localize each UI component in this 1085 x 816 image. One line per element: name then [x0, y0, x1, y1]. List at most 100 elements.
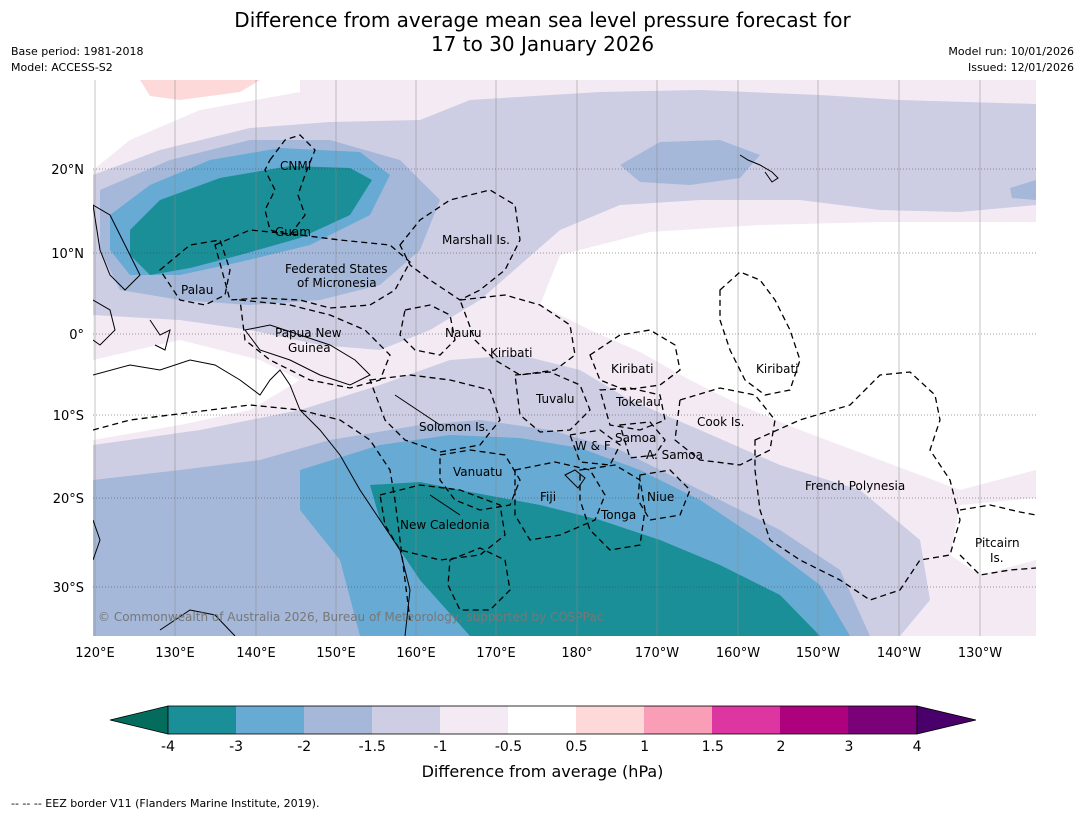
- solomon-coast: [394, 394, 441, 426]
- eez-tuvalu: [514, 371, 591, 433]
- label-png-line1: Papua New: [275, 326, 342, 340]
- eez-cook: [674, 387, 776, 466]
- colorbar-tick-label: 3: [845, 739, 854, 755]
- label-fiji: Fiji: [540, 490, 556, 504]
- longitude-label: 160°E: [396, 646, 436, 661]
- colorbar-tick-label: 4: [913, 739, 922, 755]
- latitude-label: 20°N: [51, 163, 84, 178]
- longitude-labels: 120°E 130°E 140°E 150°E 160°E 170°E 180° 170°W 1…: [75, 646, 1002, 661]
- anomaly-band-4-3-south: [370, 482, 820, 636]
- fiji-coast: [564, 469, 586, 489]
- longitude-label: 140°E: [236, 646, 276, 661]
- copyright-notice: © Commonwealth of Australia 2026, Bureau…: [98, 610, 603, 624]
- longitude-label: 180°: [561, 646, 592, 661]
- longitude-label: 150°W: [796, 646, 840, 661]
- label-wallis-futuna: W & F: [575, 439, 611, 453]
- eez-pitcairn: [959, 504, 1036, 576]
- eez-norfolk: [447, 547, 511, 611]
- issued-date: Issued: 12/01/2026: [967, 61, 1074, 74]
- colorbar-bin: [644, 706, 712, 734]
- latitude-label: 10°N: [51, 247, 84, 262]
- label-palau: Palau: [181, 283, 213, 297]
- model-name: Model: ACCESS-S2: [11, 61, 113, 74]
- colorbar-tick-labels: -4 -3 -2 -1.5 -1 -0.5 0.5 1 1.5 2 3 4: [161, 739, 922, 755]
- label-nauru: Nauru: [445, 326, 481, 340]
- coastlines: [93, 154, 779, 636]
- new-zealand-coast: [159, 609, 236, 636]
- label-kiribati-east: Kiribati: [756, 362, 798, 376]
- label-pitcairn-line2: Is.: [990, 551, 1004, 565]
- colorbar-bin: [304, 706, 372, 734]
- eez-wallis: [569, 429, 621, 466]
- label-tokelau: Tokelau: [615, 395, 661, 409]
- longitude-label: 140°W: [877, 646, 921, 661]
- colorbar-bin: [848, 706, 917, 734]
- colorbar-bin: [440, 706, 508, 734]
- hawaii-coast: [739, 154, 779, 183]
- borneo-coast: [93, 299, 116, 346]
- eez-cnmi: [264, 134, 316, 236]
- latitude-label: 30°S: [53, 581, 84, 596]
- latitude-label: 10°S: [53, 409, 84, 424]
- colorbar-tick-label: -1.5: [359, 739, 386, 755]
- eez-niue: [637, 469, 691, 521]
- base-period: Base period: 1981-2018: [11, 45, 144, 58]
- colorbar-tick-label: -3: [229, 739, 243, 755]
- colorbar-tick-label: 1.5: [702, 739, 724, 755]
- anomaly-band-2-15-east: [1010, 180, 1036, 200]
- anomaly-band-4-3-north: [130, 166, 372, 275]
- colorbar-bin: [508, 706, 576, 734]
- eez-png: [239, 299, 391, 389]
- eez-palau: [159, 239, 231, 306]
- eez-borders: [93, 134, 1036, 621]
- place-labels: CNMI Guam Marshall Is. Federated States …: [181, 159, 1020, 565]
- label-marshall: Marshall Is.: [442, 233, 510, 247]
- eez-australia: [93, 404, 411, 621]
- colorbar-tick-label: -0.5: [495, 739, 522, 755]
- sulawesi-coast: [149, 319, 171, 351]
- colorbar-extend-high: [916, 705, 977, 735]
- eez-vanuatu: [439, 449, 521, 511]
- colorbar-outline: [167, 705, 918, 735]
- colorbar-tick-label: -1: [433, 739, 447, 755]
- longitude-label: 130°E: [155, 646, 195, 661]
- anomaly-band-2-15-hawaii: [620, 140, 760, 185]
- label-kiribati-west: Kiribati: [490, 346, 532, 360]
- eez-tokelau: [599, 387, 666, 431]
- colorbar-bin: [372, 706, 440, 734]
- longitude-label: 130°W: [958, 646, 1002, 661]
- colorbar-tick-label: 0.5: [565, 739, 587, 755]
- longitude-label: 150°E: [316, 646, 356, 661]
- positive-anomaly-patch: [140, 80, 260, 100]
- eez-french-polynesia: [754, 371, 961, 601]
- model-run-date: Model run: 10/01/2026: [948, 45, 1074, 58]
- eez-marshall: [399, 189, 521, 301]
- colorbar-tick-label: 2: [776, 739, 785, 755]
- graticule: [93, 80, 1036, 636]
- label-niue: Niue: [647, 490, 674, 504]
- new-caledonia-coast: [429, 494, 461, 516]
- eez-fiji: [514, 461, 606, 541]
- longitude-label: 160°W: [716, 646, 760, 661]
- colorbar-tick-label: 1: [640, 739, 649, 755]
- eez-samoa: [619, 421, 666, 459]
- label-fsm-line2: of Micronesia: [297, 276, 377, 290]
- label-png-line2: Guinea: [288, 341, 331, 355]
- near-normal-region-southeast: [950, 498, 1036, 575]
- label-fsm-line1: Federated States: [285, 262, 387, 276]
- eez-kiribati-line: [719, 271, 801, 396]
- colorbar: -4 -3 -2 -1.5 -1 -0.5 0.5 1 1.5 2 3 4: [109, 705, 977, 755]
- colorbar-extend-low: [109, 705, 169, 735]
- colorbar-bin: [168, 706, 236, 734]
- label-tonga: Tonga: [600, 508, 636, 522]
- longitude-label: 120°E: [75, 646, 115, 661]
- label-samoa: Samoa: [615, 431, 656, 445]
- anomaly-field: [93, 80, 1036, 636]
- latitude-label: 0°: [69, 328, 84, 343]
- label-solomon: Solomon Is.: [419, 420, 489, 434]
- colorbar-tick-label: -4: [161, 739, 175, 755]
- near-normal-region-north-west: [93, 80, 300, 170]
- label-french-polynesia: French Polynesia: [805, 479, 905, 493]
- near-normal-region-east: [540, 222, 1036, 490]
